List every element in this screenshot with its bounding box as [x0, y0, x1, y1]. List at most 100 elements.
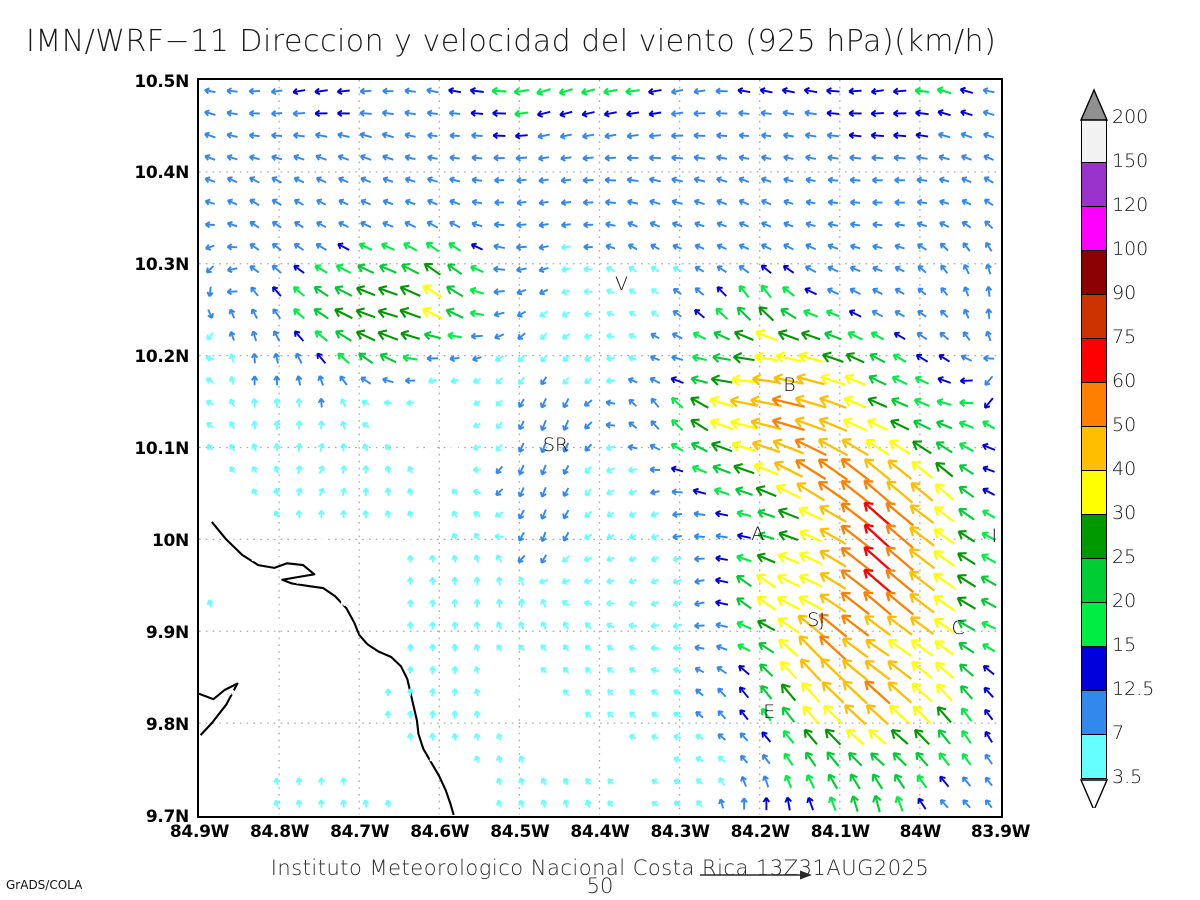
wind-vector	[517, 487, 525, 498]
wind-vector	[962, 308, 970, 319]
wind-vector	[295, 465, 303, 474]
wind-vector	[802, 705, 820, 724]
wind-vector	[716, 220, 727, 228]
wind-vector	[340, 555, 348, 563]
colorbar[interactable]	[1081, 118, 1107, 780]
wind-vector	[870, 131, 884, 140]
wind-vector	[783, 220, 794, 228]
wind-vector	[718, 777, 726, 786]
wind-vector	[250, 353, 259, 364]
wind-vector	[340, 577, 348, 585]
wind-vector	[400, 329, 421, 341]
wind-vector	[381, 109, 394, 117]
wind-vector	[937, 376, 952, 384]
map-plot-area[interactable]	[197, 78, 1003, 818]
wind-vector	[379, 263, 397, 274]
wind-vector	[983, 686, 994, 698]
wind-vector	[377, 329, 399, 341]
wind-vector	[804, 131, 817, 139]
wind-vector	[339, 375, 348, 386]
wind-vector	[650, 644, 660, 652]
wind-vector	[561, 577, 571, 585]
colorbar-tick: 25	[1112, 546, 1137, 568]
wind-vector	[362, 577, 370, 585]
wind-vector	[558, 88, 573, 96]
wind-vector	[805, 198, 816, 206]
wind-vector	[939, 198, 950, 206]
wind-vector	[937, 109, 951, 117]
wind-vector	[271, 176, 283, 184]
wind-vector	[449, 176, 461, 184]
wind-vector	[296, 600, 303, 607]
wind-vector	[518, 689, 525, 696]
wind-vector	[205, 354, 215, 362]
wind-vector	[817, 437, 849, 457]
wind-vector	[736, 532, 751, 540]
wind-vector	[473, 621, 481, 630]
colorbar-segment	[1081, 646, 1107, 692]
wind-vector	[449, 198, 461, 206]
wind-vector	[604, 154, 617, 162]
wind-vector	[337, 352, 350, 365]
wind-vector	[273, 777, 281, 786]
wind-vector	[957, 552, 976, 566]
wind-vector	[355, 329, 376, 342]
wind-vector	[228, 398, 236, 408]
wind-vector	[494, 198, 505, 207]
wind-vector	[206, 443, 214, 451]
wind-vector	[355, 307, 376, 319]
wind-vector	[739, 709, 749, 721]
wind-vector	[451, 488, 459, 496]
wind-vector	[827, 176, 839, 184]
wind-vector	[228, 621, 236, 630]
wind-vector	[358, 242, 373, 251]
wind-vector	[894, 309, 905, 318]
wind-vector	[649, 220, 661, 228]
wind-vector	[583, 287, 593, 296]
wind-vector	[783, 176, 794, 184]
wind-vector	[451, 621, 459, 630]
wind-vector	[984, 799, 993, 809]
wind-vector	[626, 154, 639, 162]
wind-vector	[517, 576, 525, 586]
wind-vector	[537, 132, 550, 140]
wind-vector	[732, 352, 755, 364]
wind-vector	[885, 591, 914, 616]
wind-vector	[429, 554, 437, 563]
wind-vector	[340, 799, 348, 808]
wind-vector	[916, 220, 928, 228]
wind-vector	[340, 487, 348, 497]
wind-vector	[423, 262, 442, 276]
wind-vector	[650, 600, 660, 607]
wind-vector	[449, 220, 461, 229]
wind-vector	[251, 666, 259, 674]
wind-vector	[318, 689, 325, 696]
wind-vector	[318, 666, 325, 674]
wind-vector	[540, 354, 548, 363]
wind-vector	[296, 711, 303, 718]
wind-vector	[584, 465, 592, 474]
wind-vector	[450, 377, 459, 385]
wind-vector	[628, 533, 637, 540]
wind-vector	[672, 578, 682, 585]
wind-vector	[563, 777, 570, 786]
wind-vector	[913, 397, 931, 408]
wind-vector	[894, 243, 905, 251]
wind-vector	[840, 546, 870, 571]
wind-vector	[340, 622, 348, 629]
wind-vector	[717, 687, 727, 698]
wind-vector	[693, 176, 706, 184]
wind-vector	[251, 488, 258, 496]
wind-vector	[649, 443, 661, 451]
wind-vector	[782, 131, 794, 139]
wind-vector	[355, 285, 376, 297]
wind-vector	[517, 509, 525, 520]
wind-vector	[628, 354, 638, 362]
wind-vector	[206, 621, 214, 630]
wind-vector	[909, 504, 935, 525]
wind-vector	[362, 710, 370, 719]
wind-vector	[318, 532, 325, 541]
wind-vector	[864, 659, 891, 681]
wind-vector	[517, 332, 526, 340]
wind-vector	[206, 577, 214, 585]
